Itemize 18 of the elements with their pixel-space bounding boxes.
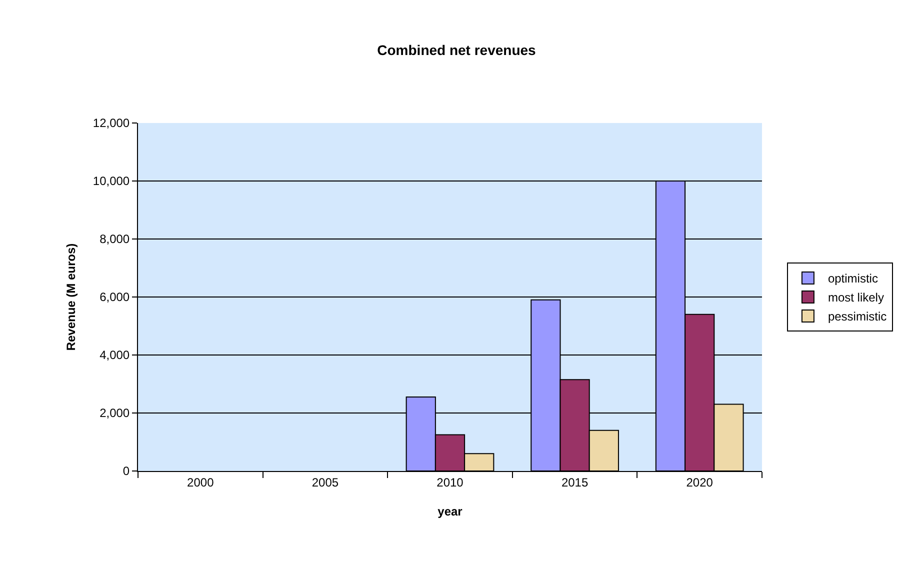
x-tick-label: 2010 (436, 475, 464, 490)
legend-label: pessimistic (828, 310, 887, 324)
x-axis-title: year (438, 504, 463, 518)
y-tick-label: 8,000 (100, 232, 130, 246)
y-tick-label: 10,000 (92, 174, 130, 188)
y-tick-label: 6,000 (100, 290, 130, 304)
x-tick-label: 2000 (187, 475, 214, 490)
x-tick-label: 2020 (686, 475, 714, 490)
x-tick-label: 2005 (312, 475, 339, 490)
y-tick-label: 0 (122, 464, 130, 478)
y-tick-label: 2,000 (100, 406, 130, 420)
legend-label: most likely (828, 290, 884, 305)
y-tick-label: 12,000 (92, 116, 130, 130)
y-axis-title: Revenue (M euros) (64, 243, 78, 351)
legend-label: optimistic (828, 272, 878, 286)
x-tick-label: 2015 (561, 475, 588, 490)
y-tick-label: 4,000 (100, 348, 130, 362)
chart-title: Combined net revenues (377, 42, 536, 58)
